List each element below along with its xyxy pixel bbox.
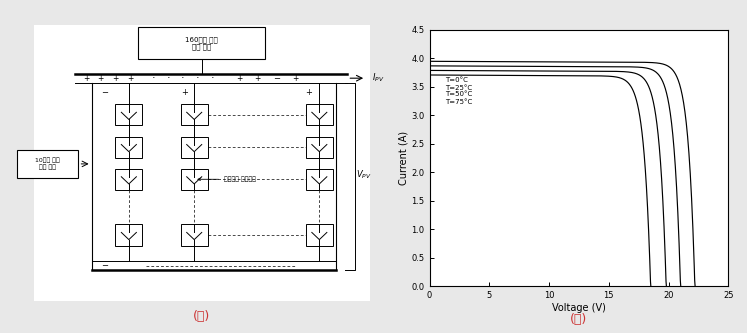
Y-axis label: Current (A): Current (A) <box>399 131 409 185</box>
Text: +: + <box>128 74 134 83</box>
Text: T=0°C: T=0°C <box>445 77 468 83</box>
Text: ·: · <box>167 73 170 83</box>
X-axis label: Voltage (V): Voltage (V) <box>552 303 606 313</box>
Text: T=50°C: T=50°C <box>445 91 472 97</box>
Text: −: − <box>101 88 108 97</box>
Bar <box>181 104 208 125</box>
Text: 바이패스 다이오드: 바이패스 다이오드 <box>198 176 256 182</box>
Bar <box>306 137 333 158</box>
Text: +: + <box>292 74 298 83</box>
Text: +: + <box>255 74 261 83</box>
Text: +: + <box>182 88 188 97</box>
Bar <box>181 137 208 158</box>
Text: $I_{PV}$: $I_{PV}$ <box>372 72 384 85</box>
Bar <box>115 224 142 245</box>
Text: +: + <box>305 88 311 97</box>
Text: T=25°C: T=25°C <box>445 85 472 91</box>
Text: +: + <box>113 74 119 83</box>
Text: ·: · <box>152 73 155 83</box>
Bar <box>115 137 142 158</box>
Text: −: − <box>273 74 280 83</box>
Bar <box>306 104 333 125</box>
Bar <box>115 104 142 125</box>
Bar <box>306 169 333 190</box>
Text: +: + <box>83 74 89 83</box>
Bar <box>306 224 333 245</box>
Text: 10개의 모듈
직렬 연결: 10개의 모듈 직렬 연결 <box>35 158 60 170</box>
Text: T=75°C: T=75°C <box>445 99 472 105</box>
Text: +: + <box>98 74 104 83</box>
Text: 160개의 모듈
병렬 연결: 160개의 모듈 병렬 연결 <box>185 36 218 50</box>
Text: (ａ): (ａ) <box>193 310 211 323</box>
Bar <box>181 224 208 245</box>
Text: (ｂ): (ｂ) <box>570 313 588 326</box>
Text: ·: · <box>182 73 185 83</box>
Bar <box>115 169 142 190</box>
Text: ·: · <box>196 73 199 83</box>
Text: $V_{PV}$: $V_{PV}$ <box>356 168 372 181</box>
FancyBboxPatch shape <box>138 27 265 59</box>
Text: −: − <box>101 261 108 270</box>
FancyBboxPatch shape <box>16 150 78 178</box>
Bar <box>181 169 208 190</box>
Text: +: + <box>236 74 242 83</box>
Text: ·: · <box>211 73 214 83</box>
